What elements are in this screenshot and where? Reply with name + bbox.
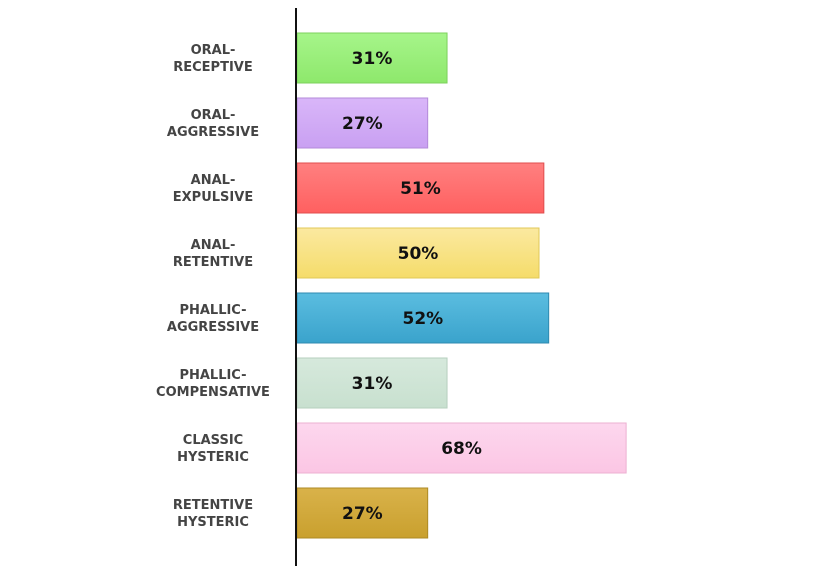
bar-value-label-4: 52% xyxy=(402,309,443,329)
bar-4 xyxy=(296,292,550,344)
bar-value-label-3: 50% xyxy=(398,244,439,264)
category-label-5: PHALLIC- COMPENSATIVE xyxy=(156,368,270,400)
bar-value-label-6: 68% xyxy=(441,439,482,459)
bar-value-label-0: 31% xyxy=(352,49,393,69)
value-labels-group: 31% 27% 51% 50% 52% 31% 68% 27% xyxy=(342,49,482,524)
category-label-3: ANAL- RETENTIVE xyxy=(173,238,253,270)
bar-value-label-1: 27% xyxy=(342,114,383,134)
bar-1 xyxy=(296,97,429,149)
category-label-line: CLASSIC xyxy=(183,433,243,448)
category-label-line: RECEPTIVE xyxy=(173,60,253,75)
category-label-2: ANAL- EXPULSIVE xyxy=(173,173,253,205)
category-label-0: ORAL- RECEPTIVE xyxy=(173,43,253,75)
bar-0 xyxy=(296,32,448,84)
category-label-line: PHALLIC- xyxy=(179,303,246,318)
category-label-line: AGGRESSIVE xyxy=(167,320,259,335)
category-label-6: CLASSIC HYSTERIC xyxy=(177,433,249,465)
category-label-7: RETENTIVE HYSTERIC xyxy=(173,498,253,530)
bar-value-label-2: 51% xyxy=(400,179,441,199)
category-label-line: HYSTERIC xyxy=(177,515,249,530)
bar-6 xyxy=(296,422,627,474)
category-label-line: AGGRESSIVE xyxy=(167,125,259,140)
bar-value-label-5: 31% xyxy=(352,374,393,394)
bar-3 xyxy=(296,227,540,279)
category-label-line: ANAL- xyxy=(191,173,236,188)
bar-value-label-7: 27% xyxy=(342,504,383,524)
bar-5 xyxy=(296,357,448,409)
category-label-line: HYSTERIC xyxy=(177,450,249,465)
category-label-line: EXPULSIVE xyxy=(173,190,253,205)
category-label-line: PHALLIC- xyxy=(179,368,246,383)
bars-group xyxy=(296,32,627,539)
category-label-line: RETENTIVE xyxy=(173,255,253,270)
category-label-line: RETENTIVE xyxy=(173,498,253,513)
category-label-1: ORAL- AGGRESSIVE xyxy=(167,108,259,140)
category-label-line: COMPENSATIVE xyxy=(156,385,270,400)
category-label-4: PHALLIC- AGGRESSIVE xyxy=(167,303,259,335)
category-label-line: ORAL- xyxy=(191,108,236,123)
bar-2 xyxy=(296,162,545,214)
category-labels-group: ORAL- RECEPTIVE ORAL- AGGRESSIVE ANAL- EXPULS… xyxy=(156,43,270,530)
category-label-line: ORAL- xyxy=(191,43,236,58)
category-label-line: ANAL- xyxy=(191,238,236,253)
